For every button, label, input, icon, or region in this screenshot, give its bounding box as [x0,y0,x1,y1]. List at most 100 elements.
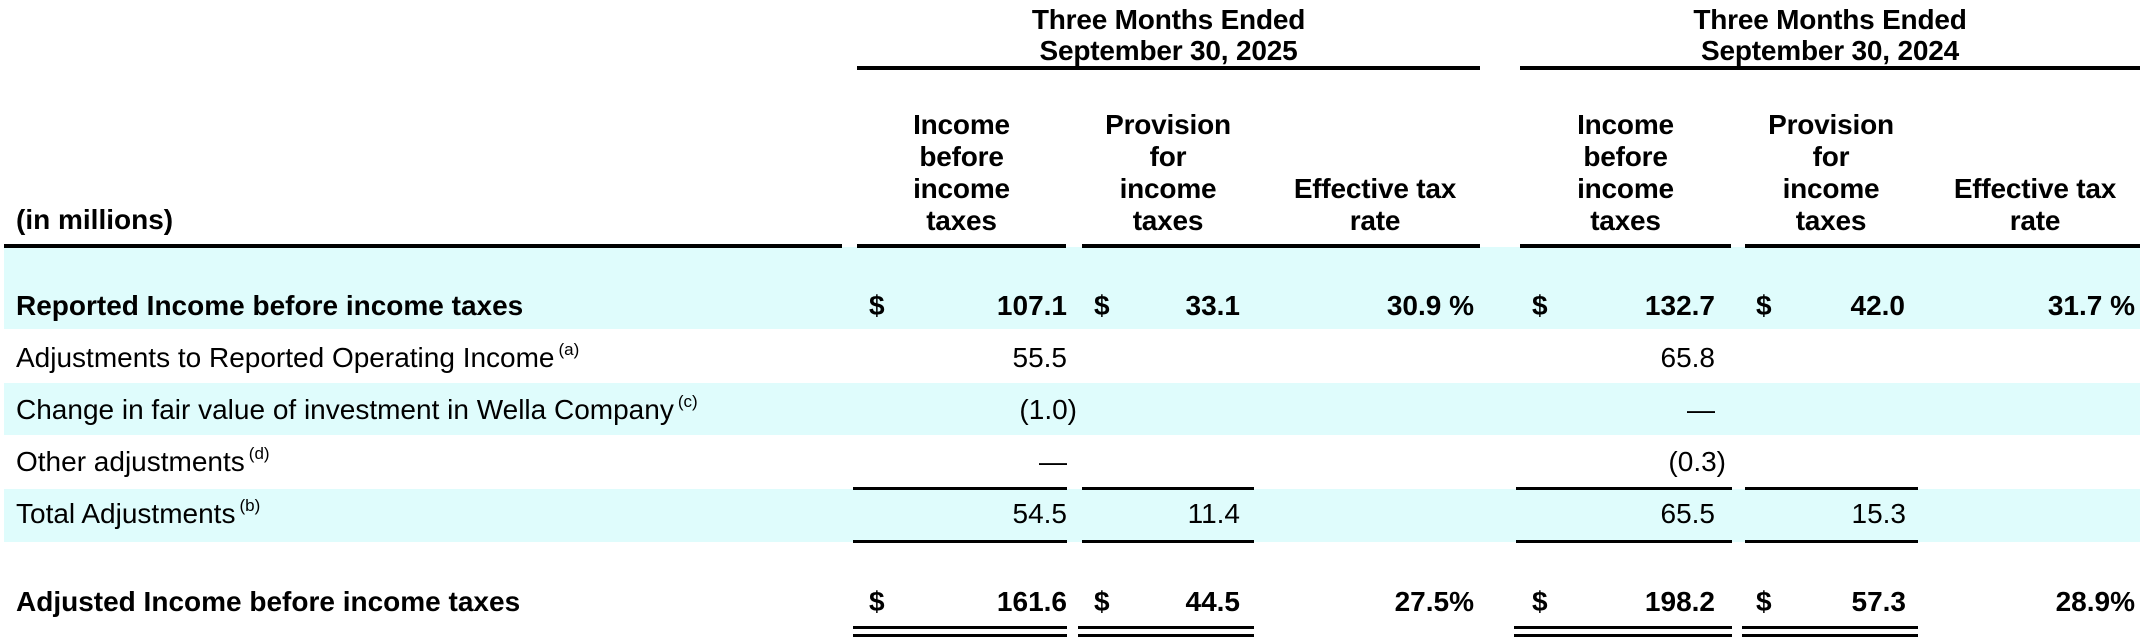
row-label-wella-fair-value: Change in fair value of investment in We… [16,392,698,430]
col-head-line: for [1149,141,1187,172]
double-rule-top-provision-2024 [1742,626,1918,629]
currency-symbol: $ [1094,586,1110,617]
value-income-2024: 65.5 [1660,498,1716,529]
row-label-other-adjustments: Other adjustments (d) [16,444,270,482]
footnote-marker: (d) [248,444,270,463]
double-rule-bottom-provision-2025 [1078,634,1254,637]
period-title-line1: Three Months Ended [1031,4,1306,35]
col-head-line: Provision [1768,109,1894,140]
header-rule-income-2024 [1520,244,1731,248]
currency-symbol: $ [1756,290,1772,321]
col-head-line: income [913,173,1010,204]
value-income-2025: (1.0) [1019,394,1077,425]
col-head-income-2024: Income before income taxes [1520,109,1731,237]
double-rule-top-provision-2025 [1078,626,1254,629]
total-top-rule-provision-2024 [1745,487,1918,490]
header-rule-provision-rate-2024 [1745,244,2140,248]
value-rate-2024: 28.9% [2055,586,2135,617]
col-head-line: for [1812,141,1850,172]
col-head-income-2025: Income before income taxes [857,109,1066,237]
total-top-rule-provision-2025 [1082,487,1254,490]
col-head-provision-2024: Provision for income taxes [1745,109,1917,237]
value-provision-2024: 42.0 [1850,290,1906,321]
footnote-marker: (a) [558,340,580,359]
row-label-text: Total Adjustments [16,498,236,529]
value-provision-2024: 15.3 [1851,498,1907,529]
col-head-line: taxes [926,205,997,236]
currency-symbol: $ [869,290,885,321]
period-title-line2: September 30, 2024 [1701,35,1959,66]
double-rule-top-income-2024 [1514,626,1732,629]
value-income-2025: 54.5 [1012,498,1068,529]
row-band-total [4,489,2140,542]
total-bottom-rule-provision-2024 [1745,540,1918,543]
total-top-rule-income-2024 [1516,487,1732,490]
value-income-2024: 132.7 [1644,290,1715,321]
col-head-line: taxes [1795,205,1867,236]
total-bottom-rule-provision-2025 [1082,540,1254,543]
value-provision-2025: 11.4 [1187,498,1240,529]
col-head-line: before [1583,141,1668,172]
value-income-2025: 107.1 [996,290,1067,321]
col-head-line: taxes [1590,205,1661,236]
period-title-line1: Three Months Ended [1693,4,1967,35]
row-label-total-adjustments: Total Adjustments (b) [16,496,261,534]
col-head-line: income [1782,173,1880,204]
col-head-rate-2025: Effective tax rate [1270,173,1480,237]
double-rule-top-income-2025 [853,626,1067,629]
row-label-text: Adjustments to Reported Operating Income [16,342,555,373]
row-label-adjusted: Adjusted Income before income taxes [16,586,520,618]
footnote-marker: (b) [239,496,261,515]
value-income-2025: 161.6 [996,586,1067,617]
header-rule-label [4,244,842,248]
row-band-reported [4,247,2140,329]
col-head-line: Provision [1105,109,1231,140]
col-head-line: Income [913,109,1010,140]
value-provision-2024: 57.3 [1851,586,1907,617]
value-provision-2025: 33.1 [1185,290,1241,321]
value-income-2025: — [1039,446,1067,477]
period-title-2024: Three Months Ended September 30, 2024 [1520,4,2140,66]
col-head-line: Effective tax [1953,173,2117,204]
currency-symbol: $ [869,586,885,617]
period-rule-2025 [857,66,1480,70]
currency-symbol: $ [1532,586,1548,617]
period-title-line2: September 30, 2025 [1039,35,1298,66]
period-rule-2024 [1520,66,2140,70]
value-rate-2025: 27.5% [1394,586,1474,617]
col-head-line: Income [1577,109,1674,140]
currency-symbol: $ [1532,290,1548,321]
row-label-reported: Reported Income before income taxes [16,290,523,322]
header-rule-provision-rate-2025 [1082,244,1480,248]
col-head-line: rate [2009,205,2061,236]
row-label-adjustments-operating: Adjustments to Reported Operating Income… [16,340,580,378]
value-provision-2025: 44.5 [1185,586,1241,617]
col-head-line: rate [1349,205,1401,236]
value-rate-2024: 31.7 % [2047,290,2135,321]
total-bottom-rule-income-2024 [1516,540,1732,543]
double-rule-bottom-provision-2024 [1742,634,1918,637]
total-top-rule-income-2025-main [853,487,1067,490]
total-bottom-rule-income-2025 [853,540,1067,543]
row-label-text: Adjusted Income before income taxes [16,586,521,617]
currency-symbol: $ [1094,290,1110,321]
col-head-rate-2024: Effective tax rate [1930,173,2140,237]
period-title-2025: Three Months Ended September 30, 2025 [857,4,1480,66]
value-income-2024: 65.8 [1660,342,1716,373]
header-rule-income-2025 [857,244,1066,248]
row-label-text: Change in fair value of investment in We… [16,394,674,425]
col-head-line: Effective tax [1293,173,1457,204]
row-band-wella [4,383,2140,435]
value-income-2024: — [1687,394,1715,425]
currency-symbol: $ [1756,586,1772,617]
units-label: (in millions) [16,204,174,235]
col-head-line: income [1119,173,1217,204]
double-rule-bottom-income-2025 [853,634,1067,637]
value-rate-2025: 30.9 % [1386,290,1474,321]
value-income-2024: 198.2 [1644,586,1715,617]
row-label-text: Other adjustments [16,446,245,477]
col-head-line: taxes [1132,205,1204,236]
col-head-line: income [1577,173,1674,204]
double-rule-bottom-income-2024 [1514,634,1732,637]
col-head-line: before [919,141,1004,172]
